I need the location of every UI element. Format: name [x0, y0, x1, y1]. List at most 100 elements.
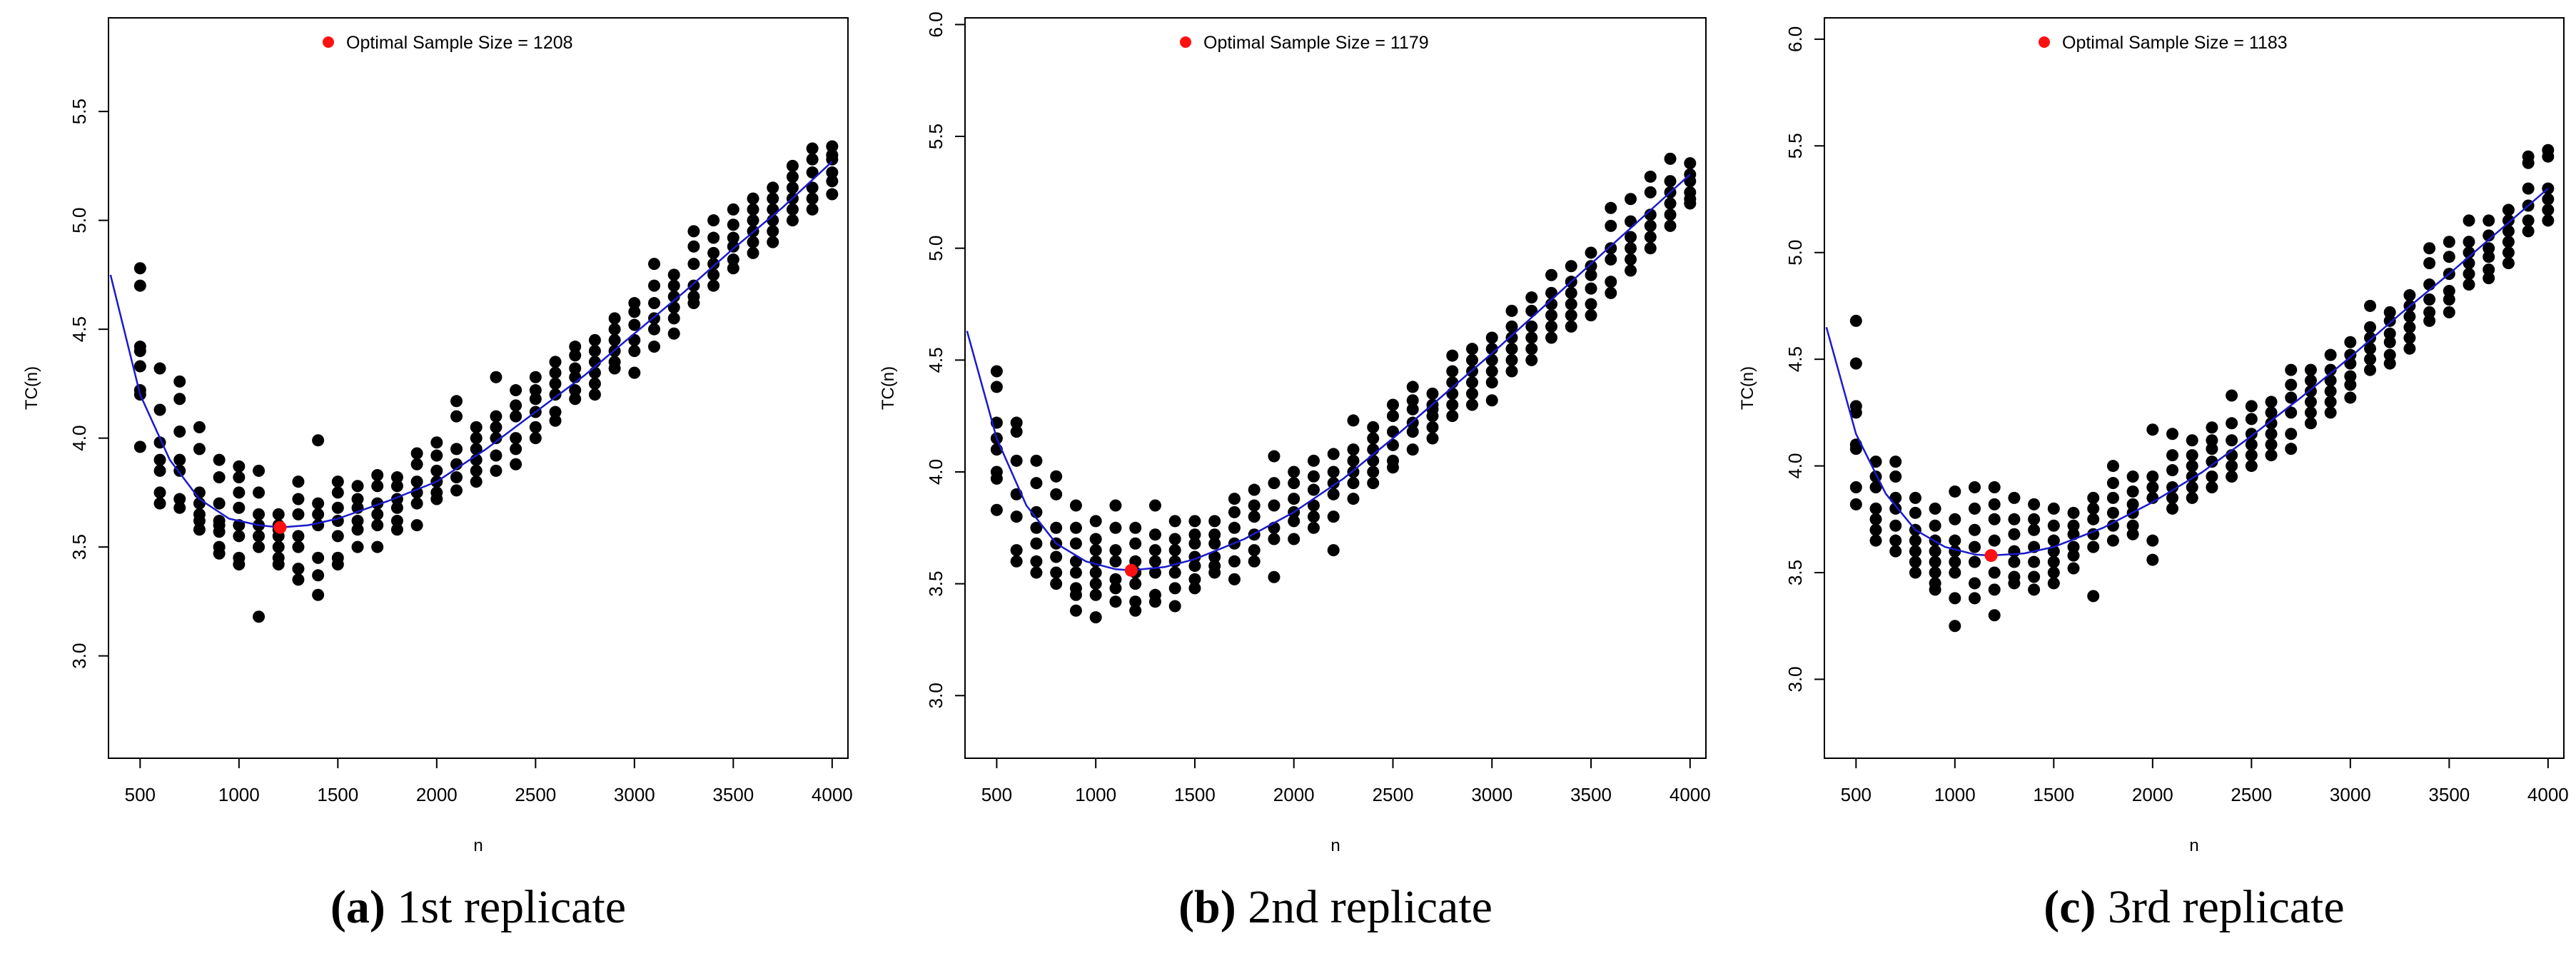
data-point	[1109, 595, 1122, 608]
data-point	[430, 493, 443, 505]
data-point	[2226, 434, 2238, 447]
data-point	[490, 421, 502, 433]
data-point	[2206, 456, 2218, 468]
data-point	[233, 530, 246, 543]
data-point	[529, 393, 542, 406]
plot-frame	[1824, 17, 2565, 759]
data-point	[1644, 186, 1657, 198]
data-point	[2008, 513, 2021, 525]
data-point	[2146, 534, 2159, 547]
data-point	[410, 447, 423, 460]
data-point	[1869, 523, 1882, 536]
x-tick-label: 2500	[2231, 784, 2272, 805]
data-point	[490, 410, 502, 423]
data-point	[1565, 260, 1577, 273]
optimal-point	[273, 520, 287, 534]
y-tick-label: 5.5	[69, 99, 90, 124]
y-tick-label: 5.5	[1784, 133, 1806, 159]
data-point	[1849, 443, 1862, 456]
data-point	[1288, 466, 1300, 478]
data-point	[1228, 573, 1241, 585]
data-point	[1109, 555, 1122, 568]
data-point	[549, 377, 562, 390]
data-point	[2443, 236, 2455, 248]
data-point	[153, 497, 166, 510]
optimal-point	[1984, 549, 1998, 563]
data-point	[2166, 464, 2179, 477]
data-point	[1625, 242, 1637, 255]
data-point	[608, 333, 621, 346]
data-point	[569, 384, 582, 397]
data-point	[1446, 398, 1459, 411]
data-point	[292, 573, 305, 586]
data-point	[1050, 550, 1063, 563]
data-point	[233, 471, 246, 484]
data-point	[1426, 410, 1439, 423]
data-point	[1386, 438, 1399, 451]
x-tick-label: 500	[125, 784, 156, 805]
data-point	[292, 530, 305, 543]
data-point	[1406, 443, 1419, 456]
fitted-curve	[109, 161, 833, 528]
data-point	[1545, 320, 1558, 333]
data-point	[1988, 498, 2001, 510]
x-axis-label: n	[2189, 836, 2198, 855]
data-point	[1050, 470, 1063, 483]
data-point	[1869, 480, 1882, 493]
data-point	[331, 530, 344, 543]
data-point	[1949, 534, 1961, 547]
data-point	[2166, 449, 2179, 462]
data-point	[767, 192, 779, 205]
data-point	[1664, 219, 1677, 232]
data-point	[2206, 471, 2218, 483]
data-point	[1069, 604, 1082, 617]
data-point	[2106, 476, 2119, 489]
data-point	[1367, 466, 1380, 478]
data-point	[1585, 246, 1597, 259]
data-point	[2403, 289, 2416, 302]
data-point	[2008, 555, 2021, 568]
data-point	[133, 345, 146, 358]
data-point	[1485, 343, 1498, 356]
data-point	[767, 181, 779, 194]
data-point	[1307, 510, 1320, 523]
data-point	[990, 365, 1003, 378]
data-point	[1869, 502, 1882, 515]
data-point	[1605, 253, 1617, 266]
data-point	[628, 318, 641, 331]
data-point	[826, 175, 839, 188]
data-point	[1268, 499, 1281, 512]
data-point	[2245, 413, 2258, 426]
data-point	[1565, 286, 1577, 299]
data-point	[292, 540, 305, 553]
x-tick-label: 3000	[2330, 784, 2371, 805]
data-point	[490, 432, 502, 445]
panel-label: (b)	[1178, 881, 1236, 933]
data-point	[1406, 394, 1419, 407]
data-point	[213, 519, 226, 532]
data-point	[1208, 528, 1221, 541]
data-point	[2344, 348, 2357, 361]
data-point	[390, 523, 403, 536]
data-point	[2146, 553, 2159, 566]
data-point	[2364, 342, 2377, 355]
data-point	[1909, 506, 1921, 519]
y-tick-label: 3.5	[69, 534, 90, 560]
data-point	[2146, 471, 2159, 483]
data-point	[2265, 406, 2278, 419]
fitted-curve	[966, 173, 1691, 572]
data-point	[1949, 566, 1961, 579]
data-point	[747, 246, 759, 259]
y-tick-label: 4.5	[925, 347, 946, 373]
data-point	[1288, 533, 1300, 545]
data-point	[2206, 421, 2218, 434]
data-point	[312, 434, 325, 447]
data-point	[1188, 582, 1201, 595]
data-point	[1664, 208, 1677, 221]
data-point	[1327, 466, 1340, 478]
data-point	[2522, 182, 2535, 195]
data-point	[747, 236, 759, 248]
data-point	[687, 240, 700, 253]
data-point	[1148, 555, 1161, 568]
x-tick-label: 3500	[712, 784, 754, 805]
